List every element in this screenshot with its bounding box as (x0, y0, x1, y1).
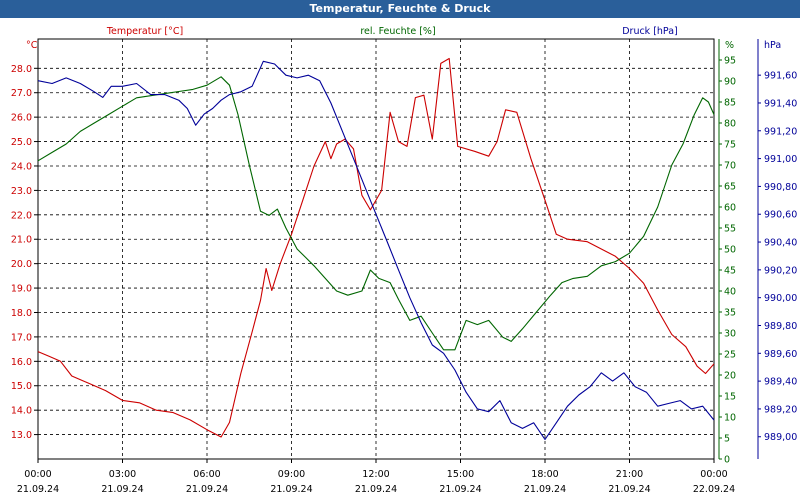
middle-tick-label: 45 (724, 266, 736, 277)
right-tick-label: 991,40 (764, 98, 797, 109)
middle-tick-label: 95 (724, 56, 736, 67)
left-tick-label: 27.0 (11, 88, 32, 99)
right-tick-label: 989,00 (764, 432, 797, 443)
right-tick-label: 989,80 (764, 321, 797, 332)
x-tick-time: 00:00 (700, 469, 727, 480)
right-tick-label: 989,60 (764, 349, 797, 360)
x-axis-time: 00:00 21.09.24 03:00 21.09.24 06:00 21.09.24 0… (17, 459, 735, 495)
middle-tick-label: 55 (724, 224, 736, 235)
middle-tick-label: 35 (724, 308, 736, 319)
series-group (37, 57, 715, 441)
left-tick-label: 20.0 (11, 259, 32, 270)
left-tick-label: 28.0 (11, 64, 32, 75)
middle-tick-label: 60 (724, 203, 736, 214)
left-tick-label: 18.0 (11, 308, 32, 319)
legend-pressure: Druck [hPa] (622, 26, 678, 37)
middle-tick-label: 90 (724, 77, 736, 88)
right-tick-label: 991,60 (764, 71, 797, 82)
right-tick-label: 989,40 (764, 377, 797, 388)
middle-tick-label: 70 (724, 161, 736, 172)
left-tick-label: 15.0 (11, 381, 32, 392)
right-tick-label: 990,40 (764, 238, 797, 249)
x-tick-time: 18:00 (531, 469, 558, 480)
left-unit: °C (26, 40, 38, 51)
left-tick-label: 19.0 (11, 284, 32, 295)
left-tick-label: 22.0 (11, 210, 32, 221)
middle-tick-label: 10 (724, 413, 736, 424)
left-tick-label: 26.0 (11, 113, 32, 124)
grid-lines (38, 39, 714, 459)
x-tick-date: 21.09.24 (186, 484, 228, 495)
right-tick-label: 989,20 (764, 404, 797, 415)
middle-tick-label: 65 (724, 182, 736, 193)
middle-tick-label: 80 (724, 119, 736, 130)
window-title: Temperatur, Feuchte & Druck (0, 0, 800, 18)
left-axis-temperature: 13.0 14.0 15.0 16.0 17.0 18.0 19.0 20.0 21.0 22.0… (11, 64, 38, 441)
right-tick-label: 990,00 (764, 293, 797, 304)
middle-tick-label: 25 (724, 350, 736, 361)
middle-tick-label: 15 (724, 392, 736, 403)
x-tick-date: 21.09.24 (17, 484, 59, 495)
middle-tick-label: 75 (724, 140, 736, 151)
left-tick-label: 24.0 (11, 161, 32, 172)
left-tick-label: 17.0 (11, 332, 32, 343)
left-tick-label: 16.0 (11, 357, 32, 368)
middle-tick-label: 0 (724, 455, 730, 466)
x-tick-date: 21.09.24 (439, 484, 481, 495)
right-tick-label: 990,20 (764, 265, 797, 276)
right-tick-label: 991,20 (764, 126, 797, 137)
x-tick-date: 21.09.24 (101, 484, 143, 495)
x-tick-time: 00:00 (24, 469, 51, 480)
x-tick-time: 15:00 (447, 469, 474, 480)
x-tick-time: 21:00 (616, 469, 643, 480)
x-tick-time: 09:00 (278, 469, 305, 480)
right-tick-label: 991,00 (764, 154, 797, 165)
x-tick-date: 21.09.24 (355, 484, 397, 495)
x-tick-date: 22.09.24 (693, 484, 735, 495)
x-tick-date: 21.09.24 (524, 484, 566, 495)
x-tick-date: 21.09.24 (270, 484, 312, 495)
left-tick-label: 25.0 (11, 137, 32, 148)
left-tick-label: 21.0 (11, 235, 32, 246)
left-tick-label: 23.0 (11, 186, 32, 197)
left-tick-label: 13.0 (11, 430, 32, 441)
middle-tick-label: 20 (724, 371, 736, 382)
x-tick-time: 03:00 (109, 469, 136, 480)
middle-unit: % (725, 40, 734, 51)
legend-humidity: rel. Feuchte [%] (360, 26, 435, 37)
left-tick-label: 14.0 (11, 406, 32, 417)
right-axis-pressure: 989,00 989,20 989,40 989,60 989,80 990,00 990,… (757, 39, 797, 459)
right-tick-label: 990,60 (764, 210, 797, 221)
right-unit: hPa (764, 40, 781, 51)
middle-tick-label: 30 (724, 329, 736, 340)
middle-tick-label: 50 (724, 245, 736, 256)
middle-tick-label: 40 (724, 287, 736, 298)
middle-tick-label: 5 (724, 434, 730, 445)
x-tick-time: 06:00 (193, 469, 220, 480)
x-tick-time: 12:00 (362, 469, 389, 480)
series-line-left (37, 57, 715, 438)
legend-temperature: Temperatur [°C] (106, 26, 183, 37)
right-tick-label: 990,80 (764, 182, 797, 193)
series-line-middle (37, 76, 715, 351)
x-tick-date: 21.09.24 (608, 484, 650, 495)
middle-axis-humidity: 0 5 10 15 20 25 30 35 40 45 50 55 60 65 70 75 80 85 90 95 (718, 39, 736, 466)
middle-tick-label: 85 (724, 98, 736, 109)
series-line-right (37, 60, 715, 441)
